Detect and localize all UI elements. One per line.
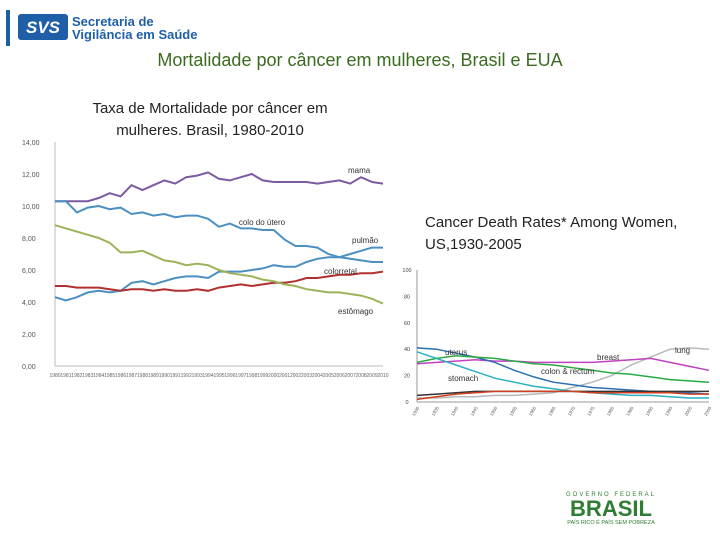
x-tick-label: 1990	[159, 373, 170, 379]
us-series-line-2	[416, 357, 710, 372]
x-tick-label: 1994	[203, 373, 214, 379]
x-tick-label: 2003	[301, 373, 312, 379]
y-tick-label: 40	[404, 347, 410, 353]
x-tick-label: 1984	[93, 373, 104, 379]
x-tick-label: 1982	[71, 373, 82, 379]
series-line-5	[54, 224, 384, 305]
y-tick-label: 14,00	[22, 140, 40, 147]
x-tick-label: 1985	[104, 373, 115, 379]
x-tick-label: 1981	[60, 373, 71, 379]
header-accent-bar	[6, 10, 10, 46]
logo-line-2: Vigilância em Saúde	[72, 27, 198, 42]
y-tick-label: 12,00	[22, 172, 40, 179]
x-tick-label: 1995	[213, 373, 224, 379]
motto-text: PAÍS RICO É PAÍS SEM POBREZA	[567, 519, 655, 526]
x-tick-label: 2000	[268, 373, 279, 379]
x-tick-label: 2008	[356, 373, 367, 379]
x-tick-label: 2004	[312, 373, 323, 379]
slide-title: Mortalidade por câncer em mulheres, Bras…	[157, 50, 563, 70]
y-tick-label: 0,00	[22, 364, 36, 371]
y-tick-label: 0	[405, 400, 408, 406]
x-tick-label: 1950	[489, 405, 499, 417]
series-line-4	[55, 270, 384, 292]
svs-logo: SVS	[18, 14, 68, 40]
us-chart-title: Cancer Death Rates* Among Women, US,1930…	[425, 214, 678, 253]
y-tick-label: 10,00	[22, 204, 40, 211]
x-tick-label: 1988	[137, 373, 148, 379]
x-tick-label: 2005	[323, 373, 334, 379]
x-tick-label: 2001	[279, 373, 290, 379]
y-tick-label: 20	[404, 374, 410, 380]
series-label: estômago	[338, 307, 374, 316]
us-series-line-4	[416, 355, 710, 383]
series-line-1	[55, 171, 384, 203]
y-tick-label: 2,00	[22, 332, 36, 339]
y-tick-label: 6,00	[22, 268, 36, 275]
x-tick-label: 1945	[469, 405, 479, 417]
series-label: colorretal	[324, 267, 357, 276]
x-tick-label: 1998	[246, 373, 257, 379]
logo-line-1: Secretaria de	[72, 14, 154, 29]
x-tick-label: 1980	[49, 373, 60, 379]
gov-text: GOVERNO FEDERAL	[566, 492, 656, 498]
x-tick-label: 1935	[430, 405, 440, 417]
x-tick-label: 2010	[377, 373, 388, 379]
x-tick-label: 1987	[126, 373, 137, 379]
x-tick-label: 1970	[567, 405, 577, 417]
series-label: pulmão	[352, 236, 379, 245]
x-tick-label: 1980	[606, 405, 616, 417]
us-series-label: stomach	[448, 374, 478, 383]
us-series-line-7	[416, 390, 709, 401]
y-tick-label: 80	[404, 294, 410, 300]
x-tick-label: 1960	[528, 405, 538, 417]
x-tick-label: 1975	[586, 405, 596, 417]
x-tick-label: 1992	[181, 373, 192, 379]
x-tick-label: 1986	[115, 373, 126, 379]
x-tick-label: 2007	[345, 373, 356, 379]
y-tick-label: 4,00	[22, 300, 36, 307]
x-tick-label: 1930	[411, 405, 421, 417]
x-tick-label: 1997	[235, 373, 246, 379]
y-tick-label: 8,00	[22, 236, 36, 243]
x-tick-label: 1995	[664, 405, 674, 417]
brasil-word: BRASIL	[570, 496, 652, 521]
x-tick-label: 2006	[334, 373, 345, 379]
y-tick-label: 60	[404, 321, 410, 327]
x-tick-label: 1989	[148, 373, 159, 379]
x-tick-label: 1983	[82, 373, 93, 379]
us-series-label: lung	[675, 346, 690, 355]
us-series-label: uterus	[445, 348, 467, 357]
us-series-line-5	[416, 351, 709, 399]
x-tick-label: 1990	[645, 405, 655, 417]
x-tick-label: 1985	[625, 405, 635, 417]
brasil-gov-logo: GOVERNO FEDERAL BRASIL PAÍS RICO É PAÍS …	[566, 492, 656, 526]
x-tick-label: 2009	[367, 373, 378, 379]
y-tick-label: 100	[402, 268, 411, 274]
logo-mark: SVS	[26, 18, 61, 37]
x-tick-label: 1993	[192, 373, 203, 379]
series-label: mama	[348, 166, 371, 175]
logo-text: Secretaria de Vigilância em Saúde	[72, 15, 197, 41]
x-tick-label: 1955	[508, 405, 518, 417]
us-chart: 0 20 40 60 80 100 1930 1935 1940 1945 1950 1955 1960…	[402, 268, 713, 417]
x-tick-label: 2002	[290, 373, 301, 379]
x-tick-label: 1996	[224, 373, 235, 379]
series-line-3	[54, 246, 383, 302]
brazil-chart-title: Taxa de Mortalidade por câncer em mulher…	[92, 100, 328, 139]
x-tick-label: 1965	[547, 405, 557, 417]
series-label: colo do útero	[239, 218, 286, 227]
x-tick-label: 2000	[684, 405, 694, 417]
x-tick-label: 1991	[170, 373, 181, 379]
series-line-2	[55, 200, 383, 263]
us-series-label: breast	[597, 353, 620, 362]
x-tick-label: 1999	[257, 373, 268, 379]
x-tick-label: 2005	[703, 405, 713, 417]
x-tick-label: 1940	[450, 405, 460, 417]
us-series-label: colon & rectum	[541, 367, 595, 376]
